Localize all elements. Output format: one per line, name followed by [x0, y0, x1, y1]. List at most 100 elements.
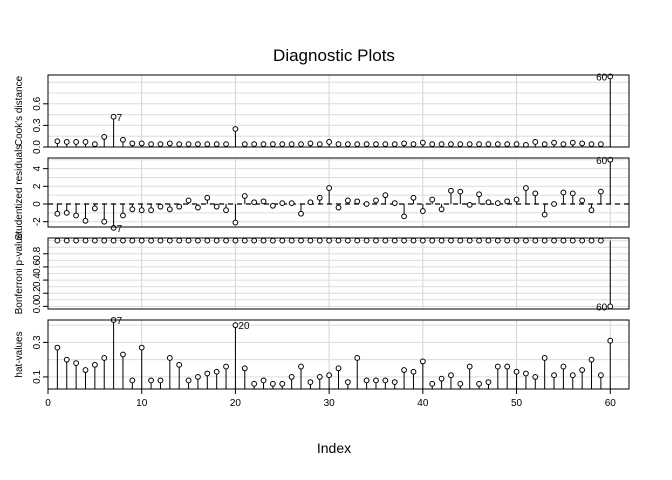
- data-point: [279, 200, 286, 207]
- data-point: [363, 377, 370, 384]
- data-point: [429, 141, 436, 148]
- data-point: [73, 360, 80, 367]
- data-point: [607, 156, 614, 163]
- data-point: [494, 363, 501, 370]
- data-point: [326, 139, 333, 145]
- data-point: [401, 367, 407, 373]
- data-point: [185, 377, 192, 384]
- data-point: [551, 237, 557, 244]
- data-point: [532, 237, 539, 244]
- data-point: [270, 237, 276, 244]
- data-point: [120, 136, 126, 143]
- data-point: [438, 206, 445, 213]
- data-point: [410, 194, 417, 201]
- data-point: [363, 237, 370, 244]
- panel-frame: [47, 237, 630, 310]
- data-point: [513, 196, 520, 203]
- data-point: [166, 206, 173, 213]
- x-tick-label: 0: [45, 398, 51, 409]
- y-tick-label: 0.8: [32, 246, 43, 260]
- y-tick-label: 4: [32, 165, 43, 171]
- data-point: [532, 139, 539, 145]
- panel-ylabel: Bonferroni p-value: [14, 232, 25, 314]
- data-point: [176, 141, 183, 148]
- data-point: [279, 237, 286, 244]
- data-point: [82, 237, 89, 244]
- data-point: [597, 188, 604, 195]
- data-point: [54, 344, 61, 351]
- data-point: [401, 237, 407, 244]
- data-point: [354, 355, 361, 361]
- data-point: [148, 377, 154, 384]
- data-point: [335, 141, 342, 148]
- data-point: [129, 140, 136, 147]
- data-point: [438, 237, 445, 244]
- data-point: [523, 370, 529, 377]
- data-point: [419, 139, 426, 146]
- data-point: [569, 139, 576, 146]
- data-point: [176, 361, 183, 368]
- data-point: [504, 198, 511, 205]
- data-point: [288, 374, 295, 380]
- panel-ylabel: Cook's distance: [14, 75, 25, 146]
- data-point: [457, 380, 464, 387]
- data-point: [270, 380, 276, 387]
- data-point: [101, 355, 108, 361]
- data-point: [91, 361, 98, 368]
- point-label: 7: [117, 316, 123, 327]
- data-point: [316, 374, 323, 380]
- data-point: [476, 380, 482, 387]
- data-point: [298, 237, 304, 244]
- data-point: [457, 188, 464, 195]
- data-point: [63, 237, 70, 244]
- data-point: [91, 237, 98, 244]
- data-point: [391, 141, 398, 148]
- data-point: [279, 380, 286, 387]
- data-point: [138, 140, 145, 147]
- data-point: [185, 237, 192, 244]
- data-point: [157, 377, 164, 384]
- y-tick-label: 2: [32, 183, 43, 189]
- data-point: [63, 209, 70, 216]
- data-point: [438, 141, 445, 148]
- data-point: [382, 237, 389, 244]
- data-point: [382, 192, 389, 199]
- data-point: [195, 374, 201, 380]
- data-point: [373, 141, 379, 148]
- data-point: [373, 197, 379, 204]
- data-point: [363, 201, 370, 207]
- data-point: [307, 140, 314, 147]
- data-point: [373, 237, 379, 244]
- data-point: [260, 237, 267, 244]
- data-point: [213, 368, 220, 375]
- data-point: [476, 237, 482, 244]
- data-point: [579, 367, 586, 373]
- data-point: [241, 237, 248, 244]
- data-point: [120, 351, 126, 358]
- data-point: [532, 190, 539, 197]
- data-point: [429, 237, 436, 244]
- data-point: [316, 141, 323, 148]
- data-point: [466, 141, 473, 148]
- data-point: [307, 199, 314, 206]
- data-point: [223, 237, 229, 244]
- x-tick-label: 40: [417, 398, 429, 409]
- data-point: [410, 368, 417, 375]
- data-point: [157, 141, 164, 148]
- data-point: [560, 363, 567, 370]
- data-point: [551, 139, 557, 146]
- data-point: [532, 374, 539, 380]
- data-point: [110, 113, 117, 120]
- data-point: [101, 237, 108, 244]
- data-point: [298, 363, 304, 370]
- data-point: [513, 237, 520, 244]
- point-label: 7: [117, 113, 123, 124]
- data-point: [504, 237, 511, 244]
- data-point: [448, 141, 454, 148]
- data-point: [597, 372, 604, 379]
- y-tick-label: -2: [32, 217, 43, 226]
- data-point: [569, 372, 576, 379]
- data-point: [279, 141, 286, 148]
- data-point: [54, 138, 61, 145]
- data-point: [73, 212, 80, 219]
